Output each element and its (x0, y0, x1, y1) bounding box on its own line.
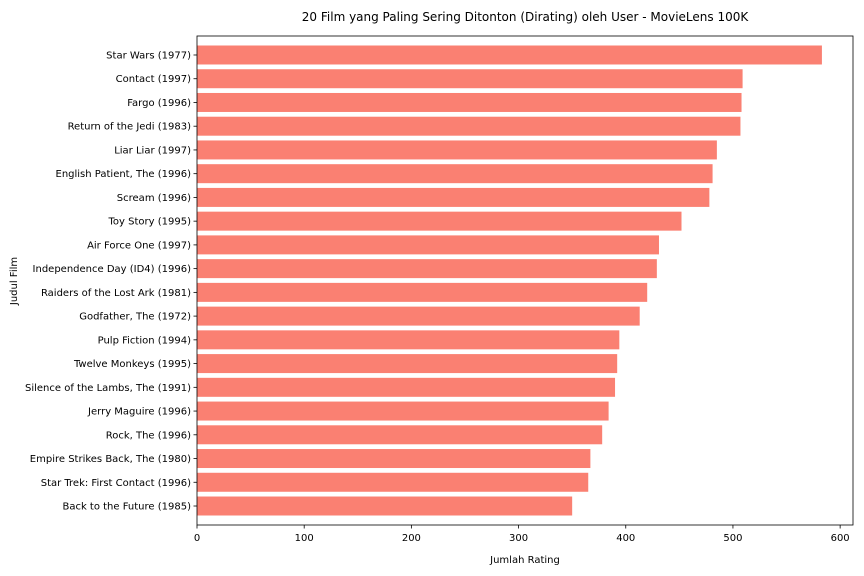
bar (197, 69, 743, 89)
y-tick-label: Toy Story (1995) (108, 217, 192, 228)
bar (197, 235, 659, 255)
x-tick-label: 0 (194, 533, 200, 544)
chart-title: 20 Film yang Paling Sering Ditonton (Dir… (302, 10, 750, 24)
y-tick-label: Contact (1997) (116, 74, 191, 85)
y-tick-label: Jerry Maguire (1996) (87, 407, 191, 418)
y-tick-label: Empire Strikes Back, The (1980) (30, 454, 191, 465)
y-tick-label: Raiders of the Lost Ark (1981) (41, 288, 191, 299)
y-tick-label: Star Trek: First Contact (1996) (41, 478, 191, 489)
x-axis-ticks: 0 100 200 300 400 500 600 (194, 525, 850, 544)
x-tick-label: 500 (723, 533, 742, 544)
x-tick-label: 100 (295, 533, 314, 544)
y-tick-label: Fargo (1996) (127, 98, 191, 109)
bar (197, 306, 640, 326)
bar (197, 164, 713, 184)
y-tick-label: Air Force One (1997) (87, 240, 191, 251)
bar (197, 377, 616, 397)
bar (197, 211, 682, 231)
plot-frame (196, 35, 854, 526)
bar (197, 140, 717, 160)
bar (197, 92, 742, 112)
bar (197, 472, 589, 492)
x-tick-label: 200 (402, 533, 421, 544)
y-tick-label: Twelve Monkeys (1995) (73, 359, 191, 370)
bars-group (197, 45, 822, 516)
y-tick-label: Rock, The (1996) (106, 430, 191, 441)
y-axis-label: Judul Film (9, 257, 20, 306)
x-axis-label: Jumlah Rating (489, 555, 560, 566)
x-tick-label: 400 (616, 533, 635, 544)
y-tick-label: Godfather, The (1972) (79, 312, 191, 323)
y-tick-label: Silence of the Lambs, The (1991) (25, 383, 191, 394)
y-axis-ticks: Star Wars (1977) Contact (1997) Fargo (199… (25, 50, 197, 513)
bar (197, 496, 573, 516)
x-tick-label: 600 (831, 533, 850, 544)
bar (197, 425, 603, 445)
bar (197, 449, 591, 469)
bar (197, 330, 620, 350)
y-tick-label: Back to the Future (1985) (62, 502, 191, 513)
y-tick-label: Pulp Fiction (1994) (98, 335, 191, 346)
bar (197, 282, 648, 302)
bar (197, 116, 741, 136)
y-tick-label: Liar Liar (1997) (114, 145, 191, 156)
y-tick-label: Scream (1996) (117, 193, 191, 204)
y-tick-label: Star Wars (1977) (106, 50, 191, 61)
y-tick-label: Independence Day (ID4) (1996) (33, 264, 192, 275)
bar (197, 354, 618, 374)
bar (197, 259, 657, 279)
bar (197, 45, 822, 65)
bar (197, 401, 609, 421)
bar (197, 187, 710, 207)
x-tick-label: 300 (509, 533, 528, 544)
y-tick-label: English Patient, The (1996) (56, 169, 192, 180)
y-tick-label: Return of the Jedi (1983) (68, 122, 192, 133)
